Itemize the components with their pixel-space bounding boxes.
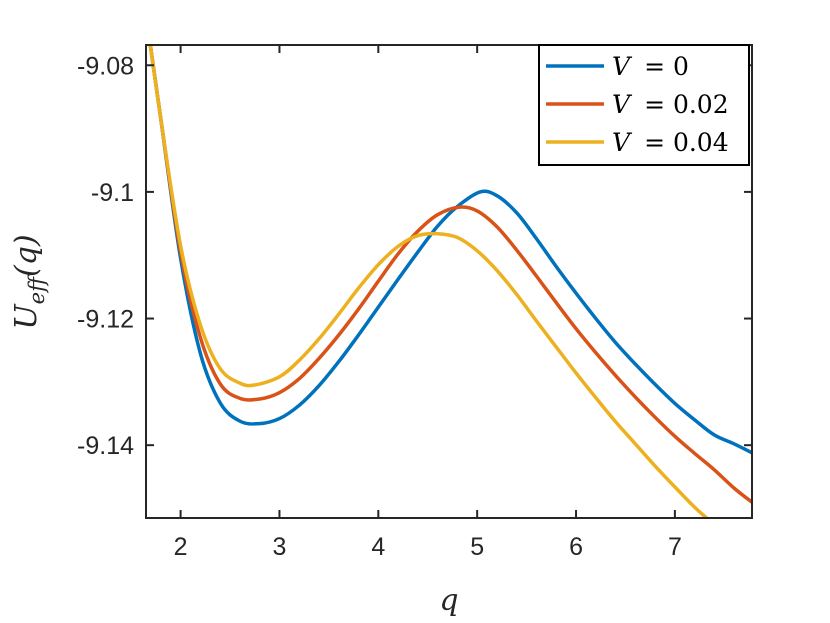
plot-area-frame [145, 44, 753, 519]
x-tick-label: 4 [371, 533, 385, 561]
y-tick-label: -9.14 [77, 432, 134, 460]
legend-value: = 0.02 [644, 90, 729, 119]
legend-label-0: V = 0 [612, 52, 689, 81]
x-tick-label: 3 [273, 533, 287, 561]
y-tick-label: -9.1 [91, 179, 134, 207]
legend-label-2: V = 0.04 [612, 128, 729, 157]
x-tick-label: 5 [470, 533, 484, 561]
y-tick-label: -9.12 [77, 306, 134, 334]
series-line-2 [148, 45, 710, 518]
ticks-layer: 2 3 4 5 6 7 -9.08 -9.1 -9.12 -9.14 [77, 45, 752, 561]
legend-variable: V [612, 90, 633, 119]
x-tick-label: 2 [174, 533, 188, 561]
series-layer [148, 45, 752, 518]
y-axis-title-group: Ueff(q) [9, 234, 49, 329]
y-tick-label: -9.08 [77, 52, 134, 80]
x-tick-label: 6 [569, 533, 583, 561]
legend-variable: V [612, 52, 633, 81]
y-axis-title-subscript: eff [25, 274, 49, 304]
legend-variable: V [612, 128, 633, 157]
legend: V = 0 V = 0.02 V = 0.04 [538, 44, 750, 166]
legend-value: = 0.04 [644, 128, 729, 157]
y-axis-title-argument: (q) [9, 234, 44, 277]
legend-value: = 0 [644, 52, 689, 81]
legend-label-1: V = 0.02 [612, 90, 729, 119]
x-axis-title: q [439, 583, 458, 618]
x-tick-label: 7 [668, 533, 682, 561]
y-axis-title: Ueff(q) [9, 234, 49, 329]
series-line-0 [148, 45, 752, 455]
y-axis-title-main: U [9, 303, 44, 330]
series-line-1 [148, 45, 752, 504]
